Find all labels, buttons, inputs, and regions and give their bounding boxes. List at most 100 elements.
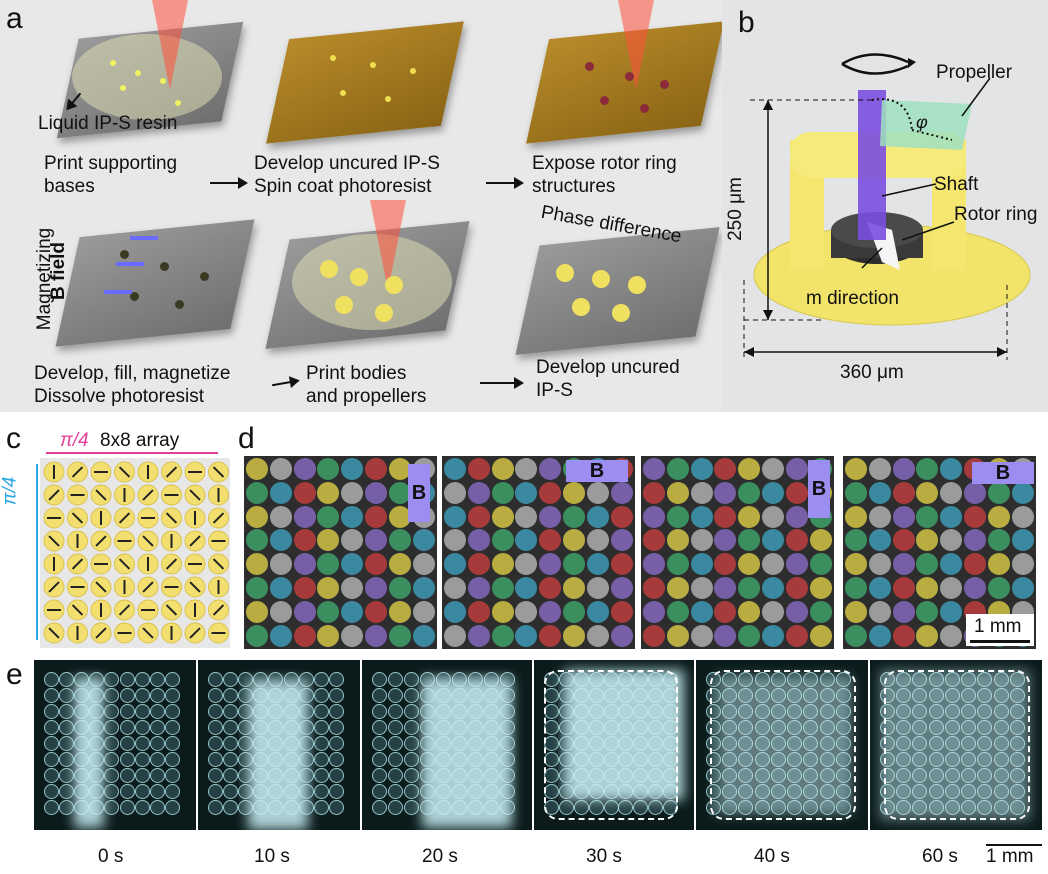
rotor-cell — [1009, 720, 1025, 735]
shaft — [858, 90, 886, 240]
rotor-cell — [134, 736, 150, 751]
rotor-cell — [388, 688, 403, 703]
base-dot — [370, 62, 376, 68]
field-arrow-icon — [104, 290, 132, 294]
time-label: 20 s — [422, 846, 458, 867]
rotor-cell — [164, 704, 180, 719]
rotor-cell — [762, 577, 784, 599]
rotor-cell — [269, 553, 292, 576]
rotor-cell — [993, 752, 1009, 767]
rotor-cell — [916, 600, 939, 623]
rotor-cell — [835, 704, 851, 719]
rotor-cell — [993, 768, 1009, 783]
rotor-cell — [643, 624, 665, 647]
rotor-cell — [714, 505, 737, 528]
base-dot — [175, 100, 181, 106]
rotor-cell — [868, 481, 891, 504]
rotor-cell — [328, 784, 344, 799]
rotor-cell — [896, 736, 912, 751]
rotor-cell — [738, 553, 761, 576]
frame-e-4 — [696, 660, 868, 830]
rotor-cell — [610, 553, 633, 576]
rotor-cell — [467, 600, 490, 623]
rotor-cell — [246, 458, 268, 480]
rotor-cell — [643, 458, 665, 480]
rotor-cell — [916, 505, 939, 528]
side-bracket — [36, 464, 38, 640]
rotor-cell — [467, 624, 490, 647]
step-3-caption: Expose rotor ring structures — [532, 153, 677, 197]
rotor-cell — [787, 800, 803, 815]
rotor-cell — [880, 768, 895, 783]
orientation-mark — [165, 604, 178, 616]
orientation-mark — [95, 535, 107, 547]
rotor-cell — [246, 481, 268, 504]
rotor-cell — [515, 600, 538, 623]
rotor-cell — [880, 688, 895, 703]
m-direction-label: m direction — [806, 288, 899, 309]
rotor-cell — [944, 752, 960, 767]
fluid-region — [422, 678, 512, 828]
step-1-caption: Print supporting bases — [44, 153, 178, 197]
rotor-cell — [586, 600, 609, 623]
rotor-cell — [770, 768, 786, 783]
rotor-cell — [328, 752, 344, 767]
rotor-cell — [880, 704, 895, 719]
rotor-cell — [313, 704, 329, 719]
rotor-cell — [940, 505, 963, 528]
rotor-dot — [640, 104, 649, 113]
rotor-cell — [610, 577, 633, 599]
rotor-cell — [563, 505, 585, 528]
rotor-cell — [770, 688, 786, 703]
rotor-cell — [666, 624, 689, 647]
time-label: 60 s — [922, 846, 958, 867]
rotor-cell — [803, 704, 819, 719]
rotor-cell — [912, 704, 928, 719]
rotor-cell — [104, 736, 120, 751]
rotor-cell — [993, 688, 1009, 703]
rotor-cell — [940, 600, 963, 623]
rotor-cell — [809, 553, 832, 576]
rotor-cell — [491, 553, 514, 576]
rotor-cell — [916, 577, 939, 599]
rotor-cell — [868, 600, 891, 623]
rotor-cell — [770, 720, 786, 735]
rotor-cell — [269, 481, 292, 504]
rotor-cell — [666, 600, 689, 623]
rotor-cell — [104, 704, 120, 719]
rotor-cell — [269, 600, 292, 623]
rotor-cell — [44, 720, 59, 735]
rotor-cell — [690, 458, 713, 480]
orientation-mark — [165, 466, 178, 478]
rotor-cell — [762, 553, 784, 576]
rotor-cell — [491, 481, 514, 504]
step-2-caption: Develop uncured IP-S Spin coat photoresi… — [254, 153, 440, 197]
rotor-cell — [722, 736, 738, 751]
rotor-cell — [388, 624, 411, 647]
rotor-cell — [993, 672, 1009, 687]
rotor-cell — [944, 672, 960, 687]
rotor-cell — [313, 672, 329, 687]
rotor-cell — [964, 529, 986, 552]
orientation-mark — [71, 512, 84, 524]
rotor-cell — [1011, 553, 1034, 576]
rotor-cell — [539, 577, 562, 599]
orientation-mark — [71, 604, 84, 616]
rotor-cell — [539, 458, 562, 480]
rotor-cell — [928, 704, 944, 719]
field-arrow-icon — [130, 236, 158, 240]
rotor-cell — [515, 458, 538, 480]
fluid-region — [74, 678, 104, 828]
orientation-mark — [48, 581, 60, 593]
rotor-cell — [819, 736, 835, 751]
field-arrow-icon — [116, 262, 144, 266]
rotor-cell — [164, 768, 180, 783]
rotor-cell — [754, 720, 770, 735]
rotor-cell — [809, 600, 832, 623]
rotor-cell — [993, 736, 1009, 751]
rotor-cell — [104, 752, 120, 767]
rotor-body — [375, 304, 393, 322]
rotor-cell — [269, 458, 292, 480]
orientation-mark — [189, 581, 201, 593]
rotor-cell — [993, 720, 1009, 735]
